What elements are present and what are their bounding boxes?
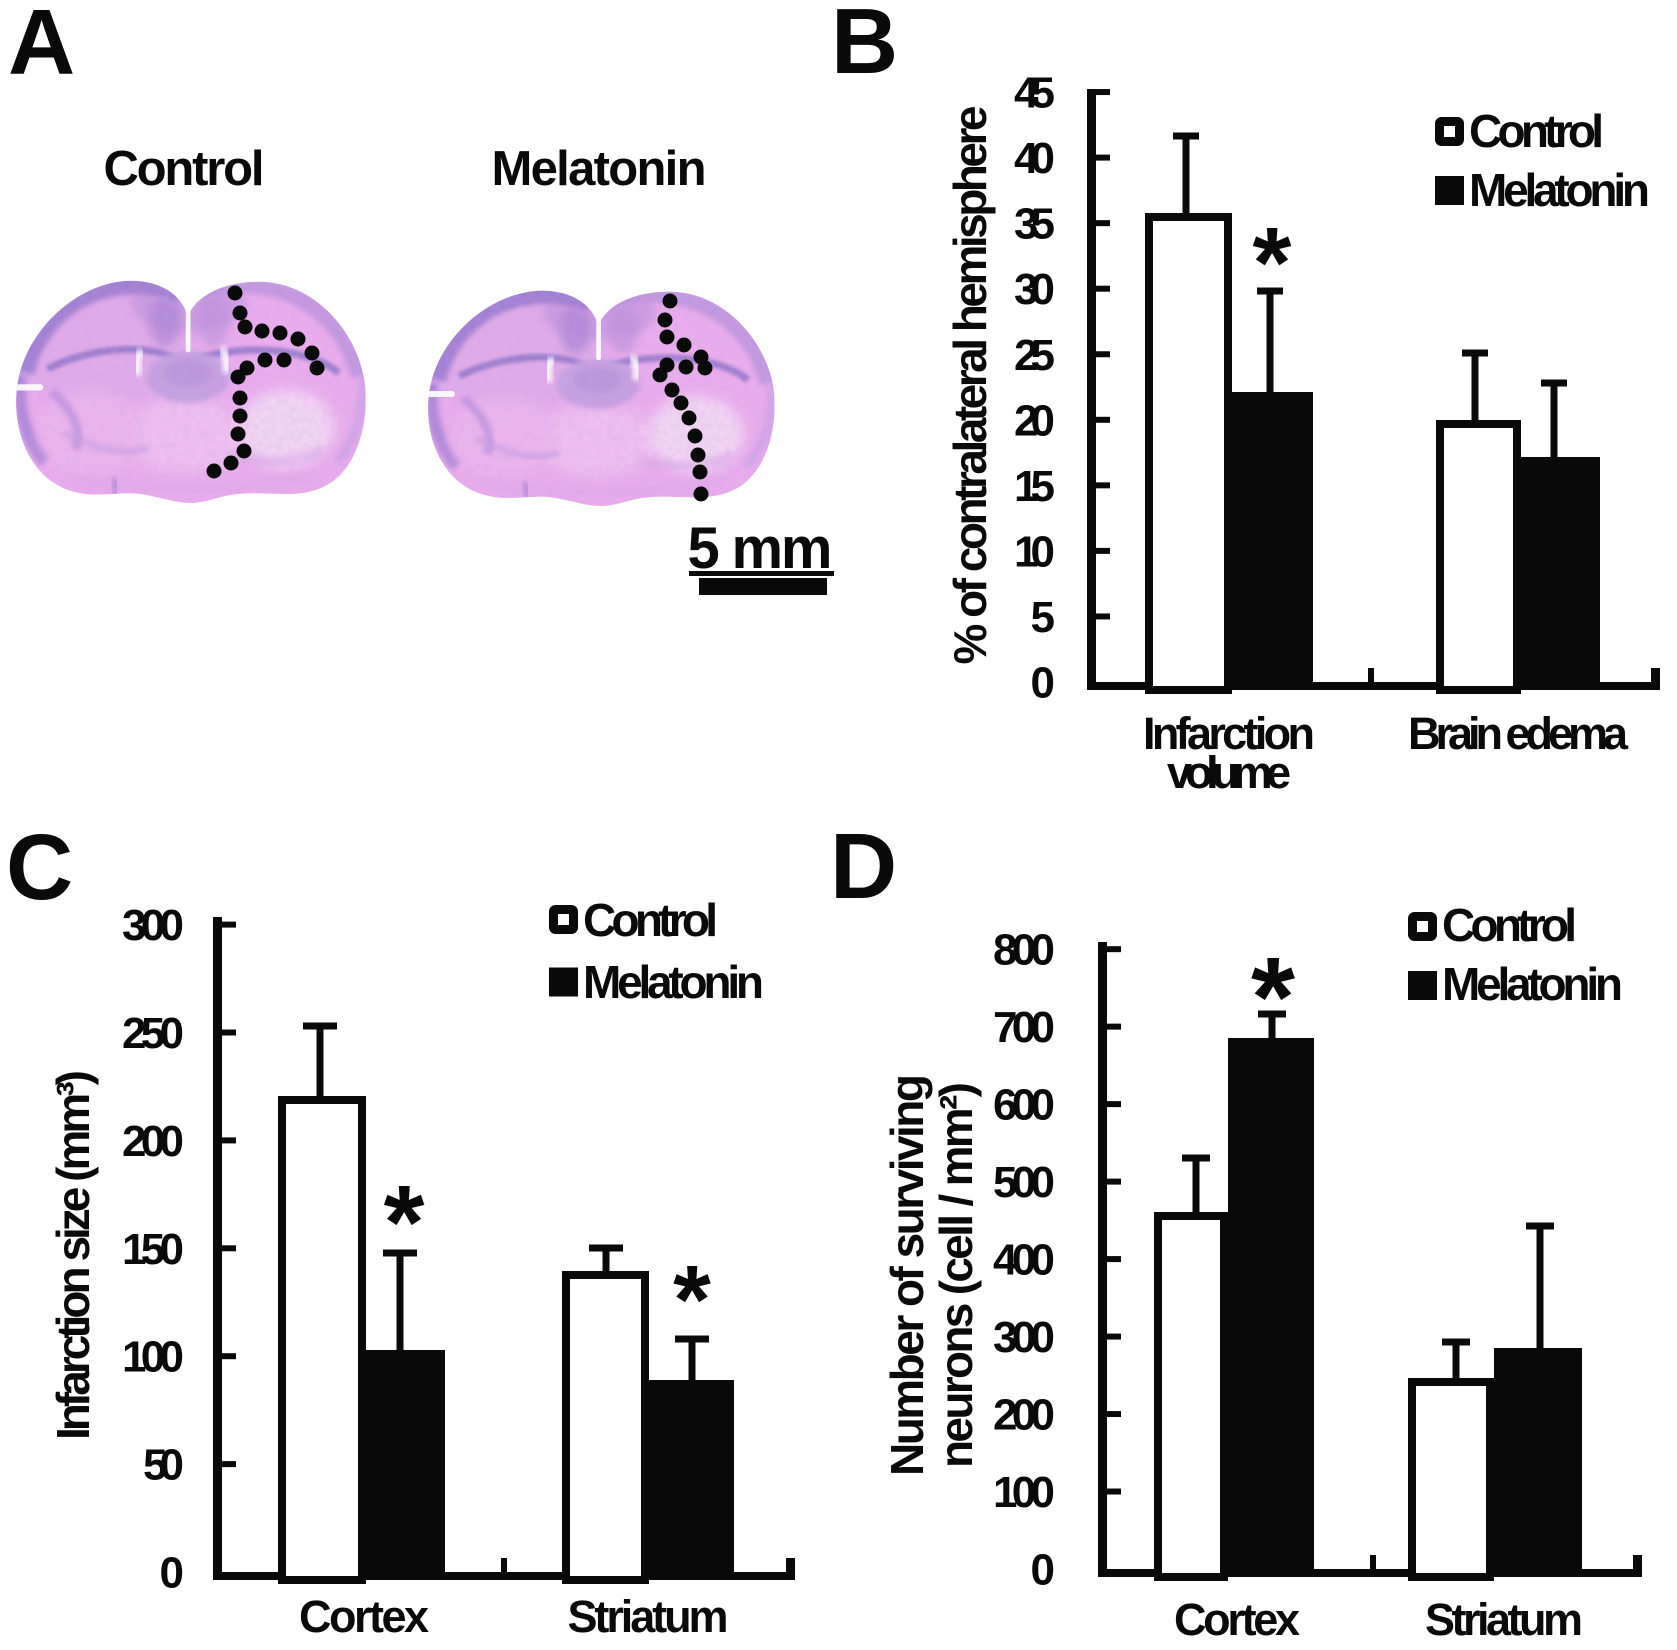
svg-text:% of contralateral hemisphere: % of contralateral hemisphere <box>944 106 996 665</box>
svg-text:Number of surviving: Number of surviving <box>881 1074 933 1476</box>
svg-text:Brain edema: Brain edema <box>1408 708 1629 759</box>
svg-text:Cortex: Cortex <box>1174 1594 1300 1645</box>
svg-text:B: B <box>831 0 898 93</box>
svg-text:*: * <box>673 1245 711 1354</box>
svg-text:25: 25 <box>1014 331 1055 380</box>
svg-text:Control: Control <box>583 894 718 946</box>
svg-text:5 mm: 5 mm <box>688 516 833 581</box>
svg-text:45: 45 <box>1014 69 1055 118</box>
svg-text:5: 5 <box>1031 593 1055 642</box>
svg-text:600: 600 <box>993 1081 1055 1130</box>
svg-text:250: 250 <box>122 1009 184 1058</box>
svg-text:*: * <box>1253 207 1292 319</box>
svg-text:Control: Control <box>104 142 265 196</box>
svg-text:0: 0 <box>1031 659 1055 708</box>
svg-text:35: 35 <box>1014 200 1055 249</box>
svg-text:Control: Control <box>1442 899 1577 951</box>
svg-text:neurons (cell / mm²): neurons (cell / mm²) <box>930 1082 982 1468</box>
svg-text:Melatonin: Melatonin <box>1469 164 1650 216</box>
svg-text:Cortex: Cortex <box>299 1591 429 1642</box>
svg-text:C: C <box>6 815 73 919</box>
svg-text:30: 30 <box>1014 265 1055 314</box>
svg-text:volume: volume <box>1167 747 1291 798</box>
svg-text:0: 0 <box>1031 1546 1055 1595</box>
svg-text:300: 300 <box>993 1313 1055 1362</box>
svg-text:50: 50 <box>143 1441 184 1490</box>
svg-text:20: 20 <box>1014 396 1055 445</box>
svg-text:Infarction: Infarction <box>1143 708 1315 759</box>
svg-text:400: 400 <box>993 1236 1055 1285</box>
svg-text:Melatonin: Melatonin <box>492 142 707 196</box>
svg-text:700: 700 <box>993 1003 1055 1052</box>
svg-text:Melatonin: Melatonin <box>583 956 764 1008</box>
svg-text:200: 200 <box>993 1391 1055 1440</box>
svg-text:500: 500 <box>993 1158 1055 1207</box>
svg-text:15: 15 <box>1014 462 1055 511</box>
svg-text:*: * <box>1251 934 1295 1060</box>
svg-text:Striatum: Striatum <box>1425 1594 1583 1645</box>
svg-text:150: 150 <box>122 1225 184 1274</box>
svg-text:Infarction size (mm³): Infarction size (mm³) <box>47 1070 99 1440</box>
svg-text:100: 100 <box>122 1333 184 1382</box>
svg-text:800: 800 <box>993 926 1055 975</box>
svg-text:*: * <box>384 1164 425 1281</box>
svg-text:A: A <box>8 0 75 94</box>
svg-text:300: 300 <box>122 901 184 950</box>
svg-text:0: 0 <box>160 1549 184 1598</box>
svg-text:40: 40 <box>1014 134 1055 183</box>
svg-text:10: 10 <box>1014 527 1055 576</box>
svg-text:D: D <box>830 814 897 918</box>
svg-text:Control: Control <box>1469 105 1604 157</box>
svg-text:200: 200 <box>122 1117 184 1166</box>
svg-text:Striatum: Striatum <box>568 1591 729 1642</box>
svg-text:100: 100 <box>993 1468 1055 1517</box>
svg-text:Melatonin: Melatonin <box>1442 958 1623 1010</box>
